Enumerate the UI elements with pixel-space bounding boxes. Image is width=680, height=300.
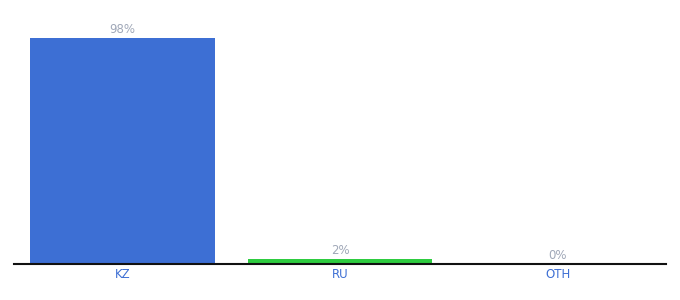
Text: 2%: 2% (330, 244, 350, 257)
Text: 98%: 98% (109, 23, 135, 36)
Bar (248, 260, 432, 264)
Text: 0%: 0% (548, 249, 567, 262)
Bar (30, 38, 215, 264)
